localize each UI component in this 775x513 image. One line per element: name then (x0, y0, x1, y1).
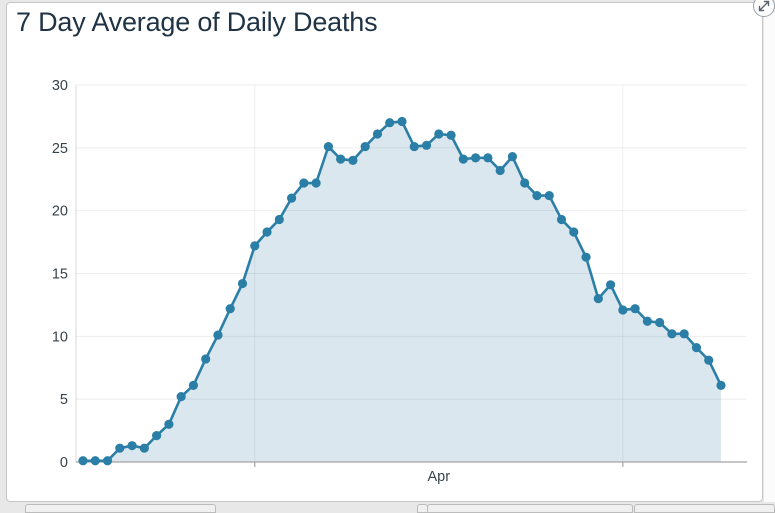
data-point[interactable] (385, 118, 395, 128)
chart-title: 7 Day Average of Daily Deaths (16, 7, 378, 37)
data-point[interactable] (507, 152, 518, 162)
data-point[interactable] (605, 280, 616, 290)
data-point[interactable] (164, 419, 174, 429)
data-point[interactable] (286, 193, 297, 203)
data-point[interactable] (471, 153, 481, 163)
data-point[interactable] (262, 227, 272, 237)
y-axis-tick-label: 25 (52, 141, 68, 157)
bottom-card-sliver[interactable] (634, 504, 775, 513)
y-axis-tick-label: 15 (52, 267, 68, 283)
data-point[interactable] (274, 214, 284, 225)
data-point[interactable] (188, 380, 199, 390)
data-point[interactable] (336, 154, 346, 164)
data-point[interactable] (716, 380, 726, 390)
data-point[interactable] (115, 443, 125, 453)
y-axis-tick-label: 0 (60, 455, 68, 471)
data-point[interactable] (483, 153, 493, 163)
data-point[interactable] (78, 456, 88, 466)
data-point[interactable] (520, 178, 530, 188)
data-point[interactable] (458, 154, 468, 164)
data-point[interactable] (250, 241, 260, 251)
data-point[interactable] (176, 392, 186, 402)
line-area-chart[interactable]: 0 5 10 15 20 25 30 Apr (7, 3, 764, 501)
data-point[interactable] (225, 304, 235, 314)
data-point[interactable] (679, 329, 689, 339)
data-point[interactable] (323, 141, 333, 152)
y-axis-tick-label: 10 (52, 329, 68, 345)
data-point[interactable] (299, 178, 309, 188)
data-point[interactable] (127, 441, 137, 451)
data-point[interactable] (397, 116, 407, 127)
data-point[interactable] (642, 316, 652, 326)
data-point[interactable] (237, 278, 248, 289)
data-point[interactable] (152, 431, 162, 441)
data-point[interactable] (691, 343, 702, 353)
adjacent-panel-edge (764, 12, 775, 502)
data-point[interactable] (90, 456, 100, 466)
data-point[interactable] (704, 355, 714, 365)
data-point[interactable] (667, 329, 677, 339)
area-fill (83, 121, 721, 463)
data-point[interactable] (201, 354, 211, 364)
data-point[interactable] (409, 141, 419, 152)
data-point[interactable] (421, 140, 432, 150)
data-point[interactable] (556, 214, 567, 225)
data-point[interactable] (495, 165, 505, 176)
data-point[interactable] (618, 305, 628, 315)
expand-diagonal-arrows-icon (758, 0, 770, 12)
data-point[interactable] (311, 178, 321, 188)
x-axis-tick-label: Apr (428, 469, 451, 485)
data-point[interactable] (102, 456, 113, 466)
y-axis-tick-label: 5 (60, 392, 68, 408)
data-point[interactable] (360, 141, 370, 152)
chart-card[interactable]: 7 Day Average of Daily Deaths 0 5 10 15 20 25… (6, 2, 763, 502)
data-point[interactable] (434, 129, 444, 139)
data-point[interactable] (655, 317, 665, 328)
data-point[interactable] (569, 227, 579, 237)
data-point[interactable] (348, 155, 358, 165)
bottom-card-sliver[interactable] (25, 504, 216, 513)
y-axis-tick-label: 30 (52, 78, 68, 94)
data-point[interactable] (446, 130, 456, 140)
data-point[interactable] (372, 129, 383, 139)
data-point[interactable] (581, 252, 591, 262)
y-axis-tick-label: 20 (52, 204, 68, 220)
data-point[interactable] (630, 304, 640, 314)
data-point[interactable] (213, 330, 223, 340)
data-point[interactable] (532, 190, 542, 201)
data-point[interactable] (139, 443, 149, 453)
data-point[interactable] (544, 190, 554, 201)
bottom-card-sliver[interactable] (427, 504, 633, 513)
data-point[interactable] (593, 294, 603, 304)
